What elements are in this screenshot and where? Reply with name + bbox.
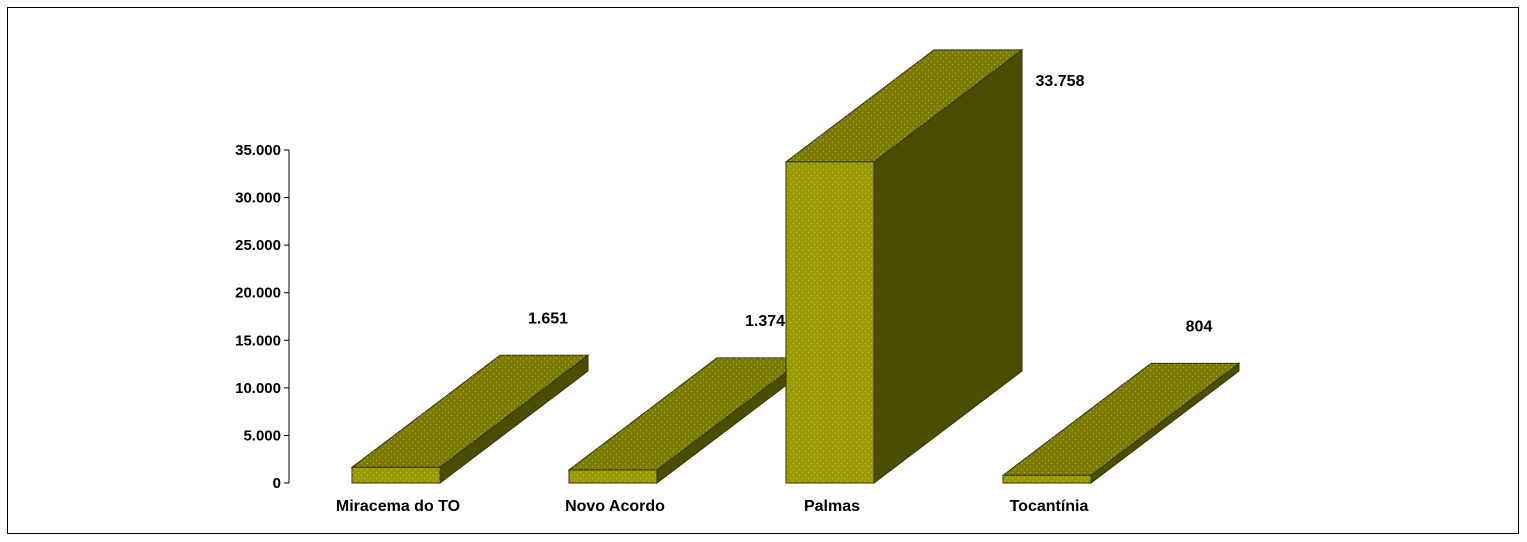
bar-front-texture bbox=[1003, 475, 1091, 483]
bar-front-texture bbox=[569, 469, 657, 483]
bar-top-texture bbox=[569, 357, 805, 470]
data-label: 33.758 bbox=[1036, 73, 1085, 90]
y-tick-label: 15.000 bbox=[235, 332, 281, 349]
category-label: Palmas bbox=[804, 498, 860, 515]
bar-top-texture bbox=[786, 49, 1022, 162]
bar-front-texture bbox=[786, 161, 874, 483]
bar-miracema-do-to: 1.651 bbox=[350, 310, 590, 485]
bar-tocant-nia: 804 bbox=[1001, 318, 1241, 485]
y-tick-label: 35.000 bbox=[235, 142, 281, 159]
y-tick-label: 0 bbox=[273, 475, 281, 492]
bar-novo-acordo: 1.374 bbox=[567, 313, 807, 485]
data-label: 1.374 bbox=[745, 313, 785, 330]
category-label: Miracema do TO bbox=[336, 498, 460, 515]
bars: 1.651 1.374 33.758 804 bbox=[350, 48, 1241, 485]
y-tick-label: 5.000 bbox=[243, 427, 281, 444]
category-label: Novo Acordo bbox=[565, 498, 665, 515]
y-tick-label: 20.000 bbox=[235, 285, 281, 302]
y-tick-label: 30.000 bbox=[235, 190, 281, 207]
bar-top-texture bbox=[352, 355, 588, 468]
bar-top-texture bbox=[1003, 363, 1239, 476]
y-tick-label: 25.000 bbox=[235, 237, 281, 254]
chart-frame bbox=[7, 7, 1519, 534]
y-axis: 0 5.000 10.000 15.000 20.000 25.000 30.000 35.0… bbox=[235, 142, 290, 492]
bar-front-texture bbox=[352, 467, 440, 483]
category-label: Tocantínia bbox=[1010, 498, 1089, 515]
category-labels: Miracema do TO Novo Acordo Palmas Tocantíni… bbox=[336, 498, 1089, 515]
bar-palmas: 33.758 bbox=[784, 48, 1085, 485]
data-label: 804 bbox=[1186, 318, 1213, 335]
y-tick-label: 10.000 bbox=[235, 380, 281, 397]
data-label: 1.651 bbox=[528, 310, 568, 327]
